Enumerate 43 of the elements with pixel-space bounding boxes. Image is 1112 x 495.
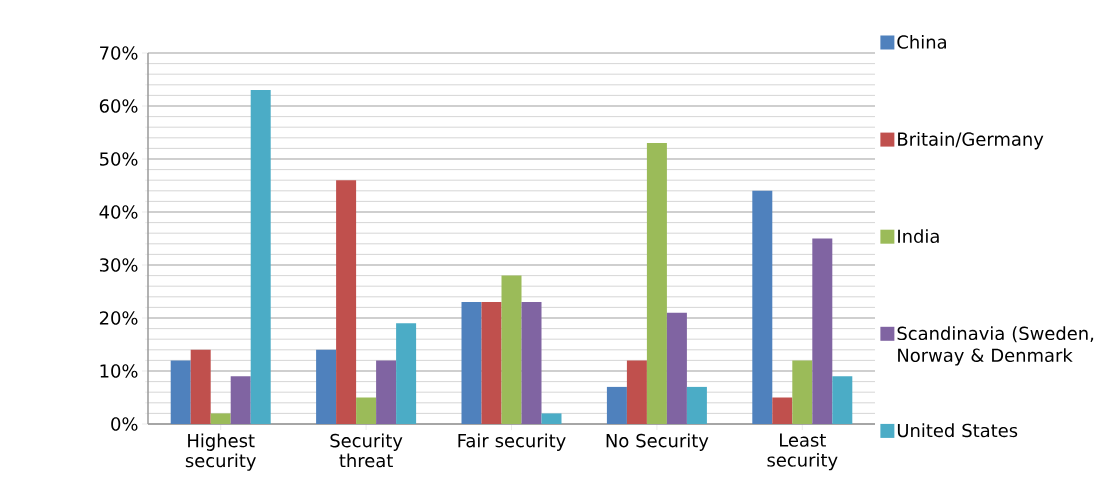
y-tick-label: 50%	[100, 152, 138, 166]
legend-label: China	[897, 34, 946, 49]
x-tick-label: No Security	[606, 433, 709, 451]
bar	[646, 143, 667, 424]
bar	[521, 302, 542, 424]
bar	[606, 386, 627, 424]
bar	[686, 386, 707, 424]
bar	[626, 360, 647, 424]
bar	[461, 302, 482, 424]
bar	[481, 302, 502, 424]
bar	[832, 376, 853, 424]
bar	[376, 360, 397, 424]
x-tick-label: Security threat	[330, 433, 403, 468]
y-tick-label: 30%	[99, 258, 138, 272]
bar	[666, 312, 687, 424]
bar	[356, 397, 377, 424]
legend-label: Scandinavia (Sweden, Norway & Denmark	[897, 326, 1094, 366]
bar	[752, 190, 773, 424]
y-tick-label: 70%	[100, 46, 138, 60]
bar	[170, 360, 191, 424]
y-tick-label: 20%	[99, 311, 138, 325]
bar	[190, 349, 211, 424]
bar	[230, 376, 251, 424]
bar	[812, 238, 833, 424]
bar	[336, 180, 357, 424]
bar	[250, 90, 271, 424]
y-tick-label: 10%	[100, 364, 138, 378]
x-tick-label: Fair security	[458, 433, 566, 451]
bar	[396, 323, 417, 424]
bar	[541, 413, 562, 424]
legend-label: India	[898, 229, 939, 244]
bar	[501, 275, 522, 424]
legend-label: United States	[897, 423, 1018, 438]
bar	[792, 360, 813, 424]
y-tick-label: 40%	[99, 205, 138, 219]
bar	[316, 349, 337, 424]
x-tick-label: Least security	[767, 433, 838, 471]
legend-label: Britain/Germany	[898, 132, 1044, 150]
bar	[210, 413, 231, 424]
x-tick-label: Highest security	[185, 433, 256, 471]
y-tick-label: 0%	[111, 417, 138, 431]
bar	[772, 397, 793, 424]
y-tick-label: 60%	[99, 99, 138, 113]
